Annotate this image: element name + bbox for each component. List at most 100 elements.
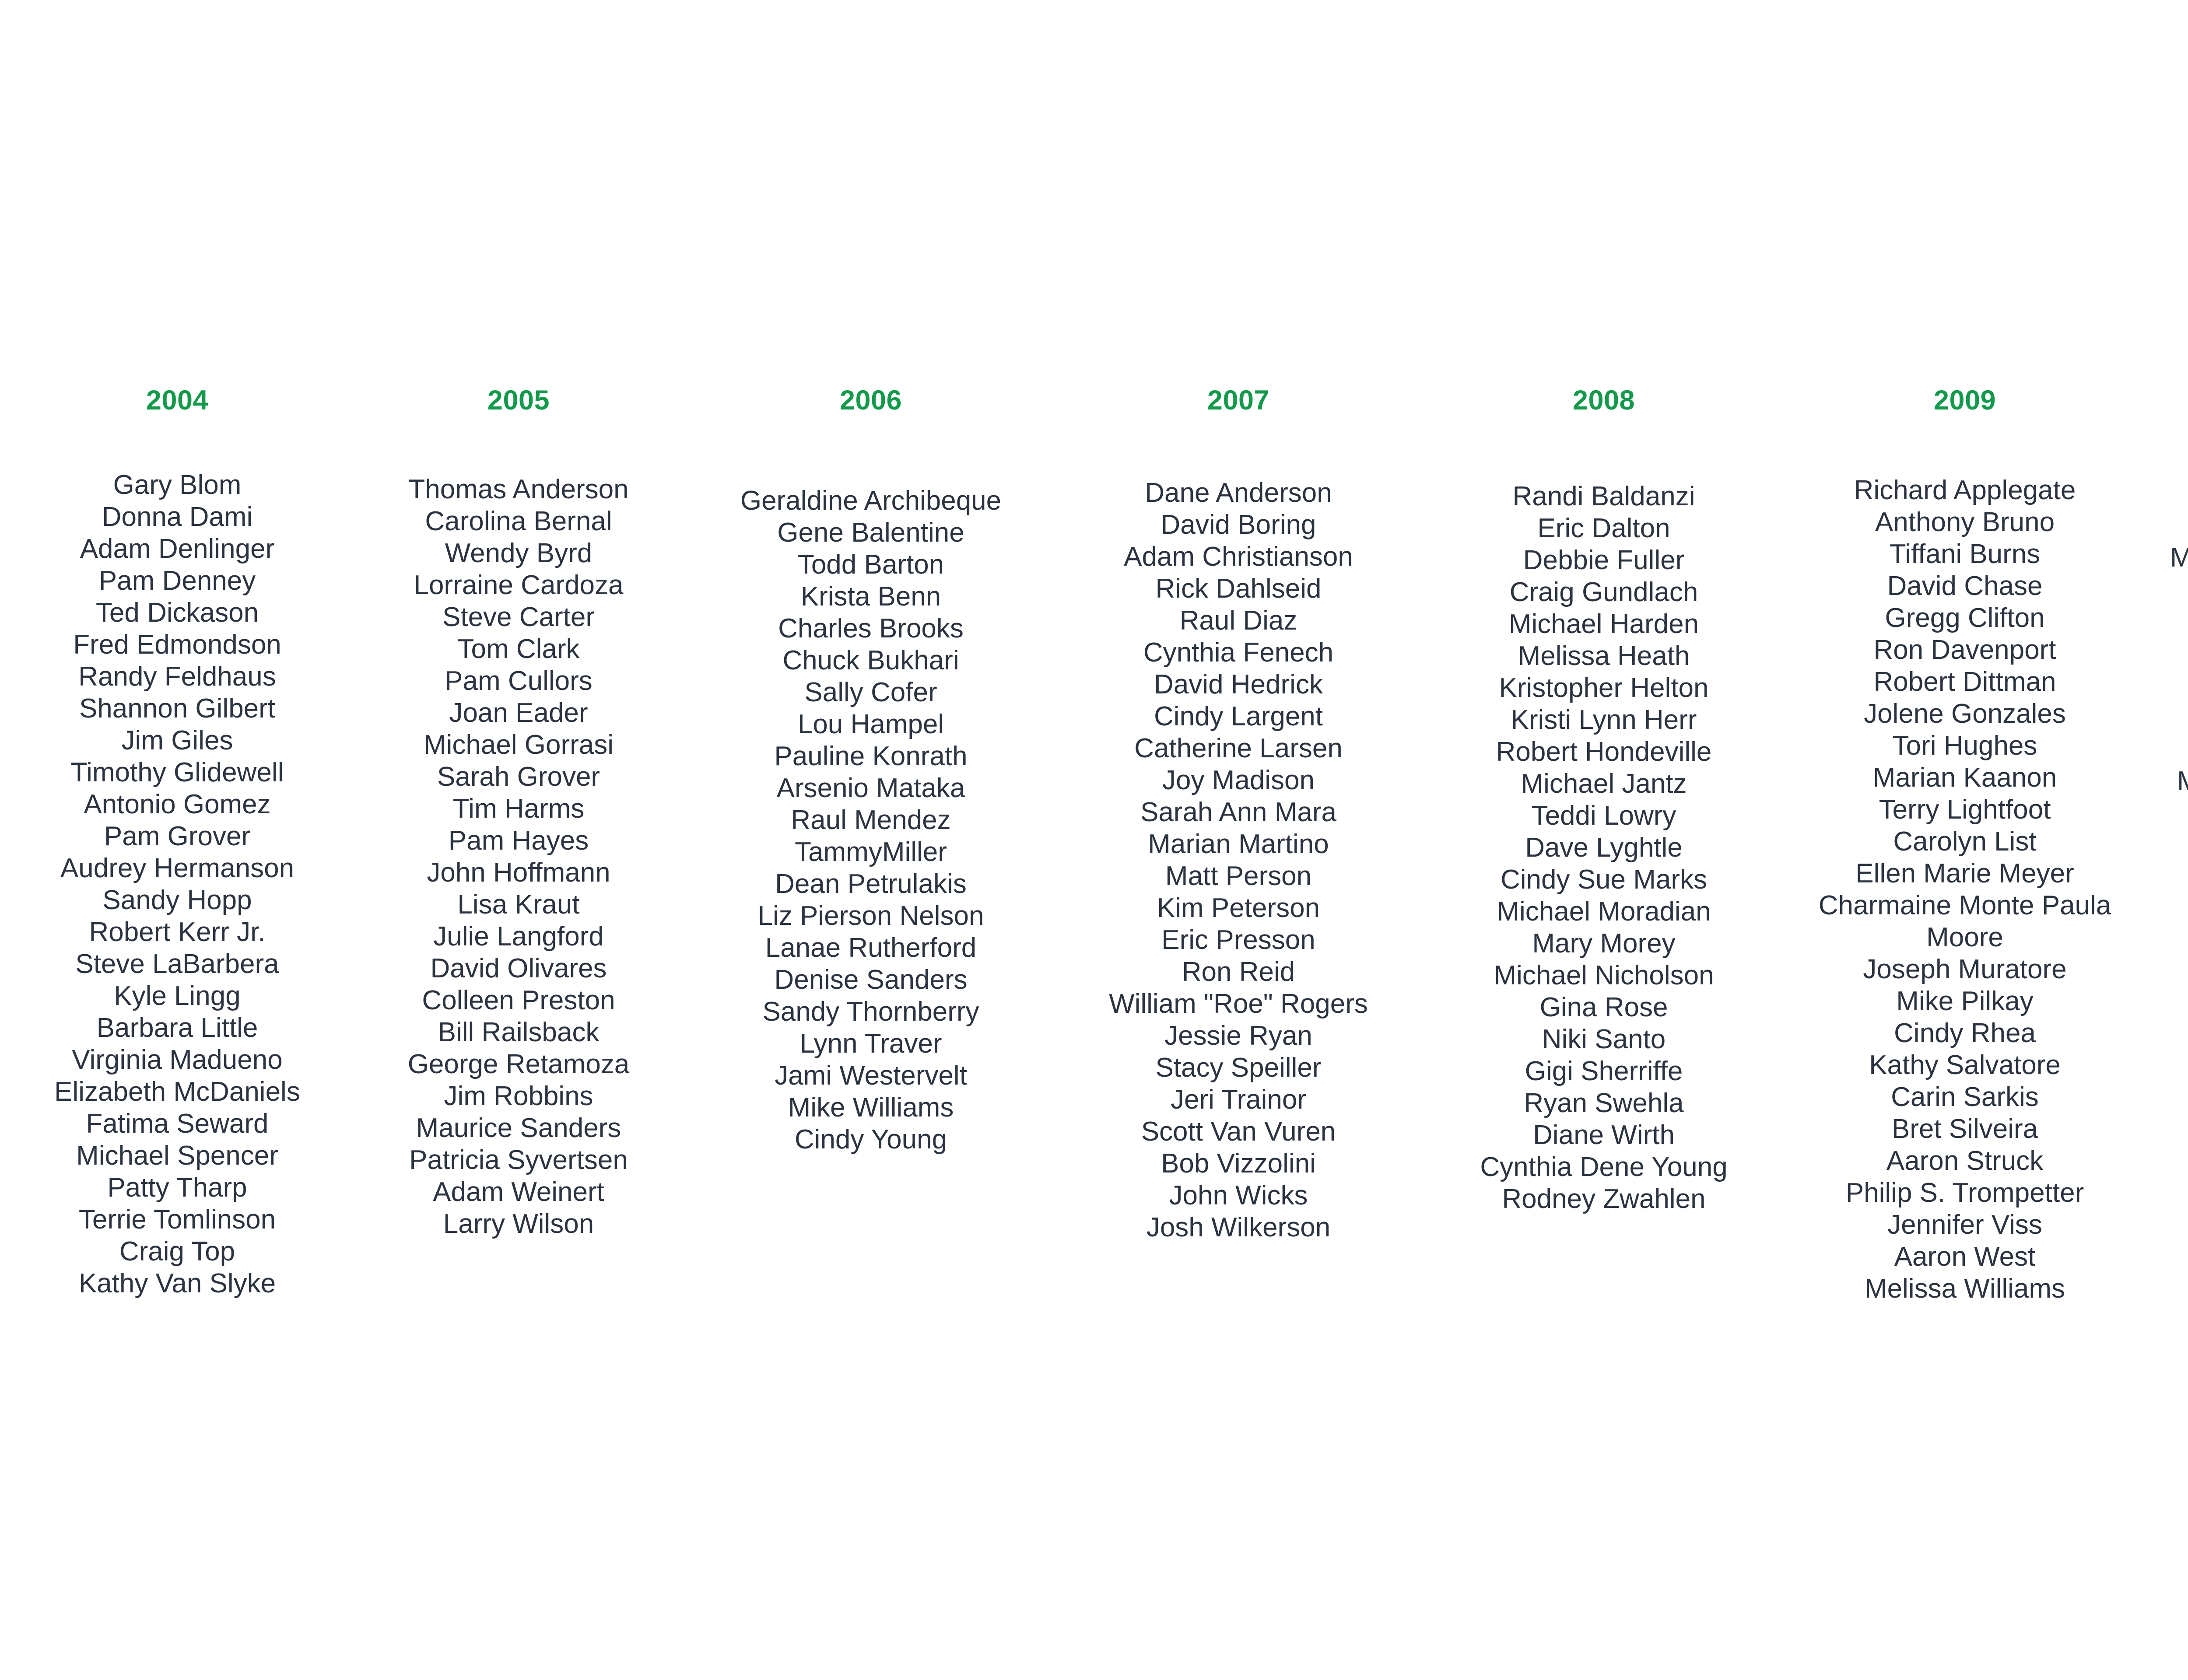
honoree-name: Tiffani Burns bbox=[1889, 539, 2041, 569]
honoree-name: Robert Hondeville bbox=[1496, 737, 1712, 767]
honoree-name: Adam Christianson bbox=[1124, 542, 1353, 572]
honoree-name: Todd Barton bbox=[797, 550, 944, 580]
honoree-name: Randi Baldanzi bbox=[1512, 481, 1695, 511]
honoree-name: Cindy Largent bbox=[1154, 701, 1323, 732]
honoree-name: Mike Pilkay bbox=[1896, 986, 2034, 1016]
honoree-name: Timothy Glidewell bbox=[70, 757, 284, 788]
honoree-name: Cindy Young bbox=[794, 1124, 947, 1155]
honoree-name: Terrie Tomlinson bbox=[78, 1204, 276, 1235]
honoree-name: Patricia Ward bbox=[2144, 1116, 2188, 1148]
honoree-name: Charles Brooks bbox=[778, 613, 964, 644]
honoree-name: Tim Harms bbox=[452, 794, 585, 824]
honoree-name: Amy Wolfe bbox=[2144, 1180, 2188, 1212]
honoree-name: Aaron Struck bbox=[1886, 1146, 2044, 1176]
honoree-name: Anthony Bruno bbox=[1875, 507, 2055, 537]
honoree-name: Pam Denney bbox=[98, 566, 256, 596]
honoree-name: Stephanie Burnside bbox=[2144, 510, 2188, 542]
year-heading: 2007 bbox=[1207, 385, 1270, 416]
honoree-name: Dane Anderson bbox=[1145, 478, 1332, 508]
honoree-name: Aaron West bbox=[1894, 1242, 2036, 1272]
honoree-name: Jeri Trainor bbox=[1170, 1085, 1307, 1115]
year-column: 2006 Geraldine Archibeque Gene Balentine To… bbox=[687, 385, 1055, 1155]
honoree-name: Chad Yates bbox=[2144, 1212, 2188, 1244]
honoree-name: John Wicks bbox=[1169, 1180, 1308, 1211]
honoree-name: Teddi Lowry bbox=[1531, 801, 1676, 831]
honoree-name: Joy Madison bbox=[1162, 765, 1315, 795]
honoree-name: Ken Fitzgerald bbox=[2144, 637, 2188, 669]
honoree-name: Stacy Speiller bbox=[1155, 1053, 1322, 1083]
honoree-name: Geraldine Archibeque bbox=[740, 486, 1002, 516]
honoree-name: Maria "Vicki" Maldonado bbox=[2144, 765, 2188, 797]
honoree-name-list: Dane Anderson David Boring Adam Christians… bbox=[1055, 477, 1422, 1243]
year-column: 2007 Dane Anderson David Boring Adam Christ… bbox=[1055, 385, 1422, 1243]
honoree-name: Lisa Kraut bbox=[457, 889, 580, 920]
honoree-name: Cynthia Dene Young bbox=[1480, 1152, 1728, 1182]
honoree-name: Gregg Clifton bbox=[1885, 603, 2045, 633]
honoree-name: Matt Person bbox=[1165, 861, 1312, 891]
honoree-name: Elizabeth McDaniels bbox=[54, 1077, 300, 1107]
honoree-name: Jim Robbins bbox=[444, 1081, 593, 1111]
honoree-name: Lanae Rutherford bbox=[765, 933, 977, 963]
honoree-name: Eric Presson bbox=[1161, 925, 1315, 955]
honoree-name: Patty Tharp bbox=[107, 1172, 247, 1203]
honoree-name: Jessie Ryan bbox=[1164, 1021, 1312, 1051]
honoree-name: Kim Peterson bbox=[1157, 893, 1320, 923]
honoree-name: Barbara Little bbox=[96, 1013, 258, 1043]
honoree-name: Ralph Bucheli bbox=[2144, 478, 2188, 510]
honoree-name: Gina Rose bbox=[1539, 992, 1668, 1022]
honoree-name: Kyle Lingg bbox=[114, 981, 241, 1011]
honoree-name: Tom Clark bbox=[457, 634, 580, 664]
honoree-name: Bill Railsback bbox=[438, 1017, 600, 1047]
honoree-name: Natalya Galindo bbox=[2144, 669, 2188, 701]
honoree-name: Pauline Konrath bbox=[774, 741, 968, 771]
honoree-name: Michael Jantz bbox=[1521, 769, 1687, 799]
honoree-name: Jim Giles bbox=[121, 725, 233, 756]
honoree-name: Sarah Grover bbox=[437, 762, 600, 792]
honoree-name: Krista Benn bbox=[800, 581, 941, 612]
honoree-name: David Chase bbox=[1887, 571, 2043, 601]
honoree-name: Craig Gundlach bbox=[1509, 577, 1698, 607]
honoree-name: Julie Langford bbox=[433, 921, 604, 952]
honoree-name: Maria "Thelma" Camarillo bbox=[2170, 542, 2188, 573]
honoree-name: Raul Mendez bbox=[791, 805, 951, 835]
honoree-name: Rick Dahlseid bbox=[1155, 574, 1322, 604]
year-column: 2010Ralph BucheliStephanie BurnsideMaria… bbox=[2144, 385, 2188, 1244]
honoree-name: Jami Westervelt bbox=[775, 1060, 967, 1091]
honoree-name: Gigi Sherriffe bbox=[1525, 1056, 1683, 1086]
honoree-name: Debbie Fuller bbox=[1523, 545, 1685, 575]
honoree-name: Ryan Swehla bbox=[1524, 1088, 1684, 1118]
honoree-name: Adam Weinert bbox=[433, 1177, 604, 1207]
honoree-name: Scott Van Vuren bbox=[1141, 1116, 1336, 1147]
honoree-name: Niki Santo bbox=[1542, 1024, 1666, 1054]
honoree-name: Drew Kyler bbox=[2144, 733, 2188, 765]
honoree-name: Joseph Muratore bbox=[1863, 954, 2067, 984]
honoree-name: Cindy Sue Marks bbox=[1500, 864, 1708, 895]
honoree-name: Marian Martino bbox=[1148, 829, 1329, 859]
honoree-name: Tori Hughes bbox=[1892, 731, 2037, 761]
honoree-name: Rodney Zwahlen bbox=[1502, 1184, 1706, 1214]
honoree-name: Ted Dickason bbox=[95, 598, 259, 628]
honoree-name: Evangeline Shears bbox=[2144, 1053, 2188, 1085]
year-heading: 2005 bbox=[487, 385, 550, 416]
honoree-name: Robert Dittman bbox=[1873, 667, 2056, 697]
honoree-name: Carolyn List bbox=[1893, 826, 2037, 857]
honoree-name: Donna Dami bbox=[102, 502, 253, 532]
honoree-name: Raul Diaz bbox=[1179, 606, 1297, 636]
honoree-name: Diane Wirth bbox=[1533, 1120, 1675, 1150]
honoree-name: Josh Wilkerson bbox=[1146, 1212, 1331, 1242]
honoree-name: Pam Hayes bbox=[448, 826, 589, 856]
honoree-name: Adam Denlinger bbox=[80, 534, 275, 564]
honoree-name: Philip S. Trompetter bbox=[1845, 1178, 2084, 1208]
honoree-name: Jolene Gonzales bbox=[1864, 699, 2066, 729]
honoree-name: Arsenio Mataka bbox=[776, 773, 965, 803]
honoree-name: Michael Gorrasi bbox=[423, 730, 614, 760]
honoree-name: Lou Hampel bbox=[797, 709, 944, 739]
honoree-name: Linda Hischier bbox=[2144, 701, 2188, 733]
honoree-name: David Boring bbox=[1161, 510, 1316, 540]
year-column: 2008 Randi Baldanzi Eric Dalton Debbie Full… bbox=[1422, 385, 1785, 1215]
honoree-name: TammyMiller bbox=[795, 837, 947, 867]
year-heading: 2004 bbox=[146, 385, 209, 416]
year-column: 2005 Thomas Anderson Carolina Bernal Wendy … bbox=[350, 385, 687, 1240]
honoree-name: Lorraine Cardoza bbox=[414, 570, 624, 600]
honoree-name: Melissa Williams bbox=[1864, 1274, 2065, 1304]
